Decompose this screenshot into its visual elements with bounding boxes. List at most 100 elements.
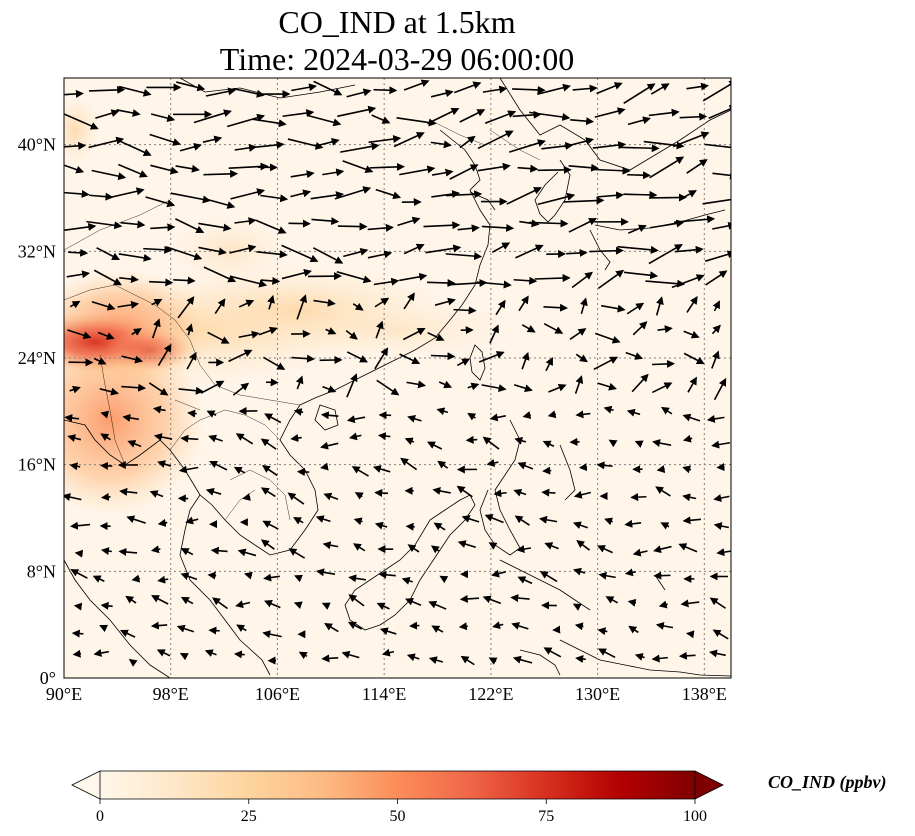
wind-arrow	[399, 272, 428, 282]
wind-arrow	[86, 220, 123, 230]
wind-arrow	[512, 110, 542, 119]
wind-arrow	[711, 324, 721, 335]
wind-arrow	[74, 549, 84, 558]
wind-arrow	[150, 113, 176, 123]
wind-arrow	[200, 380, 225, 394]
wind-arrow	[131, 328, 142, 336]
wind-arrow	[596, 82, 623, 95]
wind-arrow	[425, 244, 462, 254]
wind-arrow	[575, 655, 586, 663]
wind-arrow	[152, 405, 166, 414]
wind-arrow	[345, 329, 358, 340]
wind-arrow	[482, 85, 508, 94]
wind-arrow	[67, 434, 82, 442]
wind-arrow	[121, 383, 147, 392]
wind-arrow	[436, 407, 449, 416]
wind-arrow	[260, 539, 275, 550]
wind-arrow	[671, 274, 705, 289]
wind-arrow	[624, 519, 642, 528]
wind-arrow	[716, 463, 725, 472]
wind-arrow	[545, 356, 553, 372]
wind-arrow	[262, 356, 286, 370]
wind-arrow	[399, 353, 421, 365]
wind-arrow	[145, 196, 176, 208]
wind-arrow	[403, 243, 425, 255]
wind-arrow	[575, 410, 591, 419]
wind-arrow	[232, 382, 250, 396]
wind-arrow	[506, 187, 542, 205]
wind-arrow	[128, 658, 138, 667]
wind-arrow	[150, 223, 176, 232]
wind-arrow	[374, 347, 389, 370]
coastlines	[64, 78, 731, 678]
wind-arrow	[69, 462, 81, 471]
wind-arrow	[516, 545, 532, 553]
colorbar-tick-label: 50	[390, 808, 406, 825]
wind-arrow	[427, 279, 456, 288]
wind-arrow	[712, 300, 720, 312]
wind-arrow	[170, 192, 211, 204]
wind-arrow	[649, 156, 685, 179]
wind-arrow	[493, 489, 507, 498]
wind-arrow	[100, 492, 111, 501]
wind-arrow	[400, 457, 418, 471]
wind-arrow	[403, 79, 430, 91]
wind-arrow	[575, 353, 588, 363]
wind-arrow	[69, 521, 91, 530]
wind-arrow	[456, 358, 471, 367]
y-tick-label: 8°N	[27, 561, 56, 581]
wind-arrow	[343, 247, 369, 258]
wind-arrow	[686, 82, 710, 91]
wind-arrow	[100, 547, 112, 556]
wind-arrow	[534, 274, 571, 283]
wind-arrow	[312, 247, 344, 264]
wind-arrow	[119, 629, 136, 638]
wind-arrow	[648, 244, 683, 265]
wind-arrow	[173, 276, 196, 285]
wind-arrow	[262, 520, 279, 530]
wind-arrow	[488, 542, 498, 550]
wind-arrow	[371, 114, 391, 124]
wind-arrow	[548, 383, 567, 393]
wind-arrow	[67, 329, 92, 340]
wind-arrow	[381, 648, 395, 657]
y-tick-label: 40°N	[18, 135, 56, 155]
wind-arrow	[631, 373, 649, 393]
wind-arrow	[207, 331, 230, 344]
wind-arrow	[634, 653, 645, 661]
wind-arrow	[513, 276, 538, 285]
wind-arrow	[655, 486, 671, 497]
wind-arrow	[122, 413, 139, 422]
wind-arrow	[214, 298, 226, 314]
wind-arrow	[375, 188, 402, 200]
wind-arrow	[325, 327, 337, 335]
wind-arrow	[652, 359, 675, 368]
wind-arrow	[423, 221, 461, 230]
wind-arrow	[594, 332, 621, 344]
wind-arrow	[672, 131, 710, 148]
wind-arrow	[238, 330, 260, 339]
map-title-line2: Time: 2024-03-29 06:00:00	[220, 41, 574, 77]
wind-arrow	[238, 299, 255, 308]
wind-arrow	[281, 244, 319, 263]
wind-arrow	[310, 191, 345, 200]
wind-arrow	[151, 595, 169, 605]
wind-arrow	[649, 219, 685, 229]
wind-arrow	[711, 440, 731, 449]
wind-arrow	[632, 548, 648, 557]
wind-arrow	[352, 302, 364, 311]
wind-arrow	[212, 597, 228, 610]
wind-arrow	[121, 355, 144, 364]
wind-arrow	[99, 387, 119, 396]
wind-arrow	[293, 601, 303, 610]
wind-arrow	[704, 143, 731, 149]
wind-arrow	[685, 630, 695, 639]
wind-arrow	[623, 271, 659, 280]
wind-arrow	[255, 219, 287, 234]
wind-arrow	[367, 250, 393, 259]
wind-arrow	[198, 222, 232, 232]
wind-arrow	[515, 244, 544, 259]
wind-arrow	[648, 108, 680, 117]
wind-arrow	[605, 596, 619, 604]
colorbar-label: CO_IND (ppbv)	[768, 772, 887, 793]
